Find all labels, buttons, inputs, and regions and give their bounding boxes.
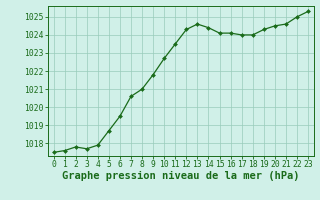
X-axis label: Graphe pression niveau de la mer (hPa): Graphe pression niveau de la mer (hPa) <box>62 171 300 181</box>
